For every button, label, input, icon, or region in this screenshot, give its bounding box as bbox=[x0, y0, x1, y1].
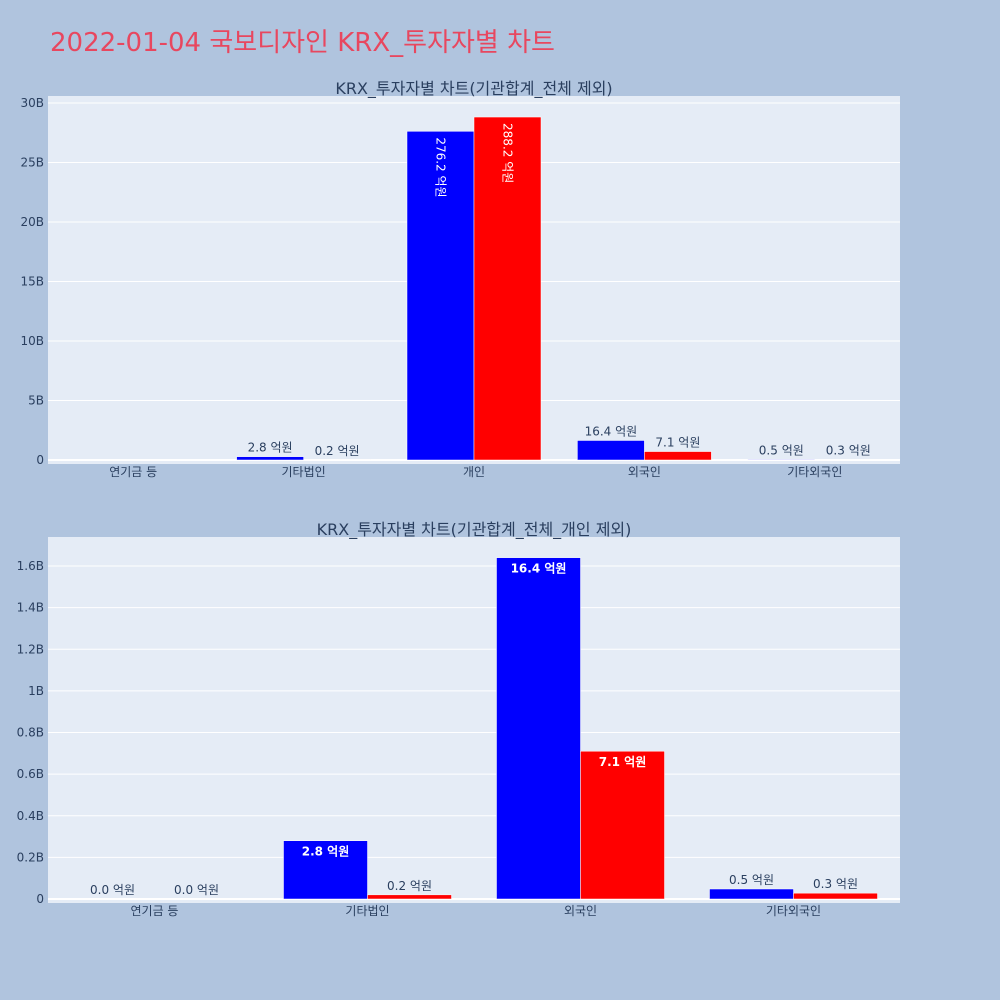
data-label: 7.1 억원 bbox=[655, 436, 700, 450]
x-tick-label: 연기금 등 bbox=[109, 465, 157, 479]
bar bbox=[367, 894, 452, 900]
bar bbox=[577, 440, 645, 461]
bar bbox=[793, 892, 878, 900]
data-label: 7.1 억원 bbox=[599, 755, 647, 769]
y-tick-label: 0.6B bbox=[17, 767, 44, 781]
x-tick-label: 개인 bbox=[463, 465, 485, 479]
y-tick-label: 20B bbox=[20, 215, 44, 229]
bar bbox=[406, 131, 475, 461]
x-tick-label: 외국인 bbox=[564, 904, 597, 918]
y-tick-label: 1B bbox=[28, 684, 44, 698]
plot-area bbox=[48, 537, 900, 903]
data-label: 288.2 억원 bbox=[501, 123, 515, 183]
data-label: 0.3 억원 bbox=[813, 877, 858, 891]
y-tick-label: 5B bbox=[28, 394, 44, 408]
data-label: 0.0 억원 bbox=[174, 883, 219, 897]
data-label: 2.8 억원 bbox=[302, 845, 350, 859]
x-tick-label: 기타법인 bbox=[282, 465, 326, 479]
y-tick-label: 1.6B bbox=[17, 559, 44, 573]
bar bbox=[580, 750, 665, 900]
bar bbox=[473, 116, 542, 461]
y-tick-label: 0 bbox=[36, 453, 44, 467]
y-tick-label: 0 bbox=[36, 892, 44, 906]
data-label: 16.4 억원 bbox=[511, 562, 567, 576]
chart-top: 0 5B 10B 15B 20B 25B 30B KRX_투자자별 차트(기관합계_전체 제외… bbox=[20, 79, 900, 479]
y-tick-label: 0.2B bbox=[17, 850, 44, 864]
bar bbox=[496, 557, 581, 900]
x-tick-label: 외국인 bbox=[628, 465, 661, 479]
x-tick-label: 기타외국인 bbox=[766, 904, 821, 918]
chart-title: KRX_투자자별 차트(기관합계_전체_개인 제외) bbox=[317, 520, 632, 540]
data-label: 0.2 억원 bbox=[387, 879, 432, 893]
data-label: 0.5 억원 bbox=[729, 873, 774, 887]
chart-title: KRX_투자자별 차트(기관합계_전체 제외) bbox=[335, 79, 612, 99]
data-label: 0.3 억원 bbox=[826, 444, 871, 458]
data-label: 0.5 억원 bbox=[759, 443, 804, 457]
y-tick-label: 1.4B bbox=[17, 601, 44, 615]
data-label: 0.0 억원 bbox=[90, 883, 135, 897]
y-tick-label: 0.8B bbox=[17, 726, 44, 740]
data-label: 276.2 억원 bbox=[434, 137, 448, 197]
bar bbox=[236, 456, 304, 461]
y-tick-label: 1.2B bbox=[17, 642, 44, 656]
bar bbox=[644, 451, 712, 461]
y-tick-label: 25B bbox=[20, 156, 44, 170]
data-label: 2.8 억원 bbox=[248, 441, 293, 455]
y-tick-label: 15B bbox=[20, 275, 44, 289]
y-tick-label: 10B bbox=[20, 334, 44, 348]
bar bbox=[709, 888, 794, 900]
page-title: 2022-01-04 국보디자인 KRX_투자자별 차트 bbox=[50, 28, 555, 58]
data-label: 16.4 억원 bbox=[585, 424, 638, 438]
x-tick-label: 기타외국인 bbox=[787, 465, 842, 479]
y-tick-label: 0.4B bbox=[17, 809, 44, 823]
x-tick-label: 연기금 등 bbox=[131, 904, 179, 918]
x-tick-label: 기타법인 bbox=[345, 904, 389, 918]
bar bbox=[283, 840, 368, 900]
y-tick-label: 30B bbox=[20, 96, 44, 110]
data-label: 0.2 억원 bbox=[315, 444, 360, 458]
